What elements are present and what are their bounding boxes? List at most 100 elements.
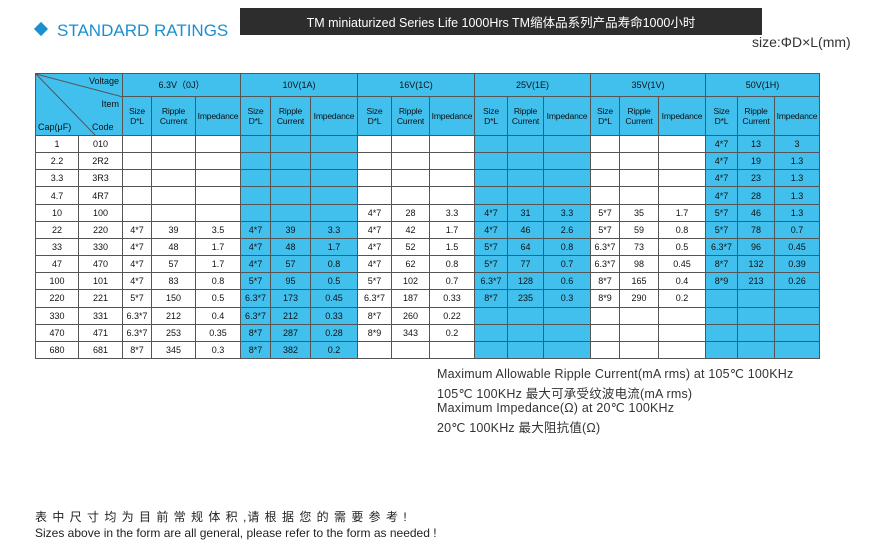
- rating-cell: 1.3: [774, 152, 820, 171]
- sub-header: Impedance: [429, 96, 475, 136]
- empty-cell: [474, 306, 508, 325]
- empty-cell: [474, 135, 508, 154]
- rating-cell: 62: [391, 255, 430, 274]
- sub-header: Impedance: [310, 96, 358, 136]
- rating-cell: 5*7: [357, 272, 392, 291]
- empty-cell: [151, 169, 196, 188]
- rating-cell: 1.5: [429, 237, 475, 257]
- rating-cell: 4*7: [122, 272, 152, 291]
- cap-cell: 4.7: [35, 186, 79, 205]
- empty-cell: [240, 203, 271, 222]
- empty-cell: [240, 135, 271, 154]
- rating-cell: 6.3*7: [474, 272, 508, 291]
- rating-cell: 77: [507, 255, 544, 274]
- rating-cell: 213: [737, 272, 775, 291]
- code-cell: 331: [78, 306, 123, 325]
- empty-cell: [590, 306, 620, 325]
- code-cell: 4R7: [78, 186, 123, 205]
- code-cell: 3R3: [78, 169, 123, 188]
- empty-cell: [658, 152, 706, 171]
- note-line: Maximum Impedance(Ω) at 20℃ 100KHz: [437, 401, 675, 415]
- empty-cell: [391, 135, 430, 154]
- sub-header: Impedance: [658, 96, 706, 136]
- empty-cell: [658, 340, 706, 359]
- rating-cell: 3.3: [429, 203, 475, 222]
- empty-cell: [590, 186, 620, 205]
- rating-cell: 4*7: [705, 135, 738, 154]
- cap-cell: 470: [35, 323, 79, 342]
- cap-cell: 22: [35, 220, 79, 239]
- empty-cell: [195, 203, 241, 222]
- rating-cell: 5*7: [122, 289, 152, 308]
- empty-cell: [774, 323, 820, 342]
- rating-cell: 78: [737, 220, 775, 239]
- empty-cell: [619, 340, 659, 359]
- rating-cell: 290: [619, 289, 659, 308]
- empty-cell: [270, 203, 311, 222]
- empty-cell: [590, 135, 620, 154]
- code-cell: 221: [78, 289, 123, 308]
- note-line: Maximum Allowable Ripple Current(mA rms)…: [437, 367, 794, 381]
- rating-cell: 0.22: [429, 306, 475, 325]
- rating-cell: 4*7: [240, 220, 271, 239]
- rating-cell: 4*7: [240, 237, 271, 257]
- rating-cell: 3.5: [195, 220, 241, 239]
- size-note: size:ΦD×L(mm): [752, 34, 851, 50]
- sub-header: Ripple Current: [619, 96, 659, 136]
- code-cell: 220: [78, 220, 123, 239]
- rating-cell: 0.45: [310, 289, 358, 308]
- rating-cell: 52: [391, 237, 430, 257]
- banner: TM miniaturized Series Life 1000Hrs TM缩体…: [240, 8, 762, 35]
- empty-cell: [429, 169, 475, 188]
- sub-header: Size D*L: [590, 96, 620, 136]
- empty-cell: [122, 203, 152, 222]
- sub-header: Impedance: [543, 96, 591, 136]
- cap-cell: 330: [35, 306, 79, 325]
- empty-cell: [270, 186, 311, 205]
- empty-cell: [658, 323, 706, 342]
- rating-cell: 0.8: [195, 272, 241, 291]
- code-cell: 681: [78, 340, 123, 359]
- rating-cell: 59: [619, 220, 659, 239]
- rating-cell: 0.8: [310, 255, 358, 274]
- footer-cn: 表 中 尺 寸 均 为 目 前 常 规 体 积 ,请 根 据 您 的 需 要 参…: [35, 510, 408, 524]
- rating-cell: 1.7: [429, 220, 475, 239]
- rating-cell: 343: [391, 323, 430, 342]
- rating-cell: 8*7: [122, 340, 152, 359]
- rating-cell: 1.7: [658, 203, 706, 222]
- cap-cell: 1: [35, 135, 79, 154]
- rating-cell: 8*7: [705, 255, 738, 274]
- corner-cap: Cap(μF): [38, 122, 72, 132]
- empty-cell: [195, 135, 241, 154]
- rating-cell: 212: [270, 306, 311, 325]
- empty-cell: [151, 152, 196, 171]
- rating-cell: 4*7: [705, 152, 738, 171]
- cap-cell: 33: [35, 237, 79, 257]
- rating-cell: 23: [737, 169, 775, 188]
- rating-cell: 8*7: [240, 323, 271, 342]
- rating-cell: 4*7: [122, 237, 152, 257]
- cap-cell: 47: [35, 255, 79, 274]
- sub-header: Impedance: [195, 96, 241, 136]
- rating-cell: 4*7: [705, 186, 738, 205]
- rating-cell: 19: [737, 152, 775, 171]
- rating-cell: 1.3: [774, 203, 820, 222]
- rating-cell: 5*7: [590, 203, 620, 222]
- rating-cell: 46: [507, 220, 544, 239]
- rating-cell: 1.7: [195, 237, 241, 257]
- empty-cell: [240, 152, 271, 171]
- sub-header: Ripple Current: [737, 96, 775, 136]
- empty-cell: [619, 323, 659, 342]
- rating-cell: 0.26: [774, 272, 820, 291]
- cap-cell: 220: [35, 289, 79, 308]
- empty-cell: [391, 152, 430, 171]
- empty-cell: [391, 340, 430, 359]
- empty-cell: [543, 186, 591, 205]
- rating-cell: 57: [270, 255, 311, 274]
- empty-cell: [705, 306, 738, 325]
- rating-cell: 4*7: [240, 255, 271, 274]
- sub-header: Ripple Current: [151, 96, 196, 136]
- empty-cell: [474, 152, 508, 171]
- empty-cell: [429, 340, 475, 359]
- rating-cell: 8*9: [590, 289, 620, 308]
